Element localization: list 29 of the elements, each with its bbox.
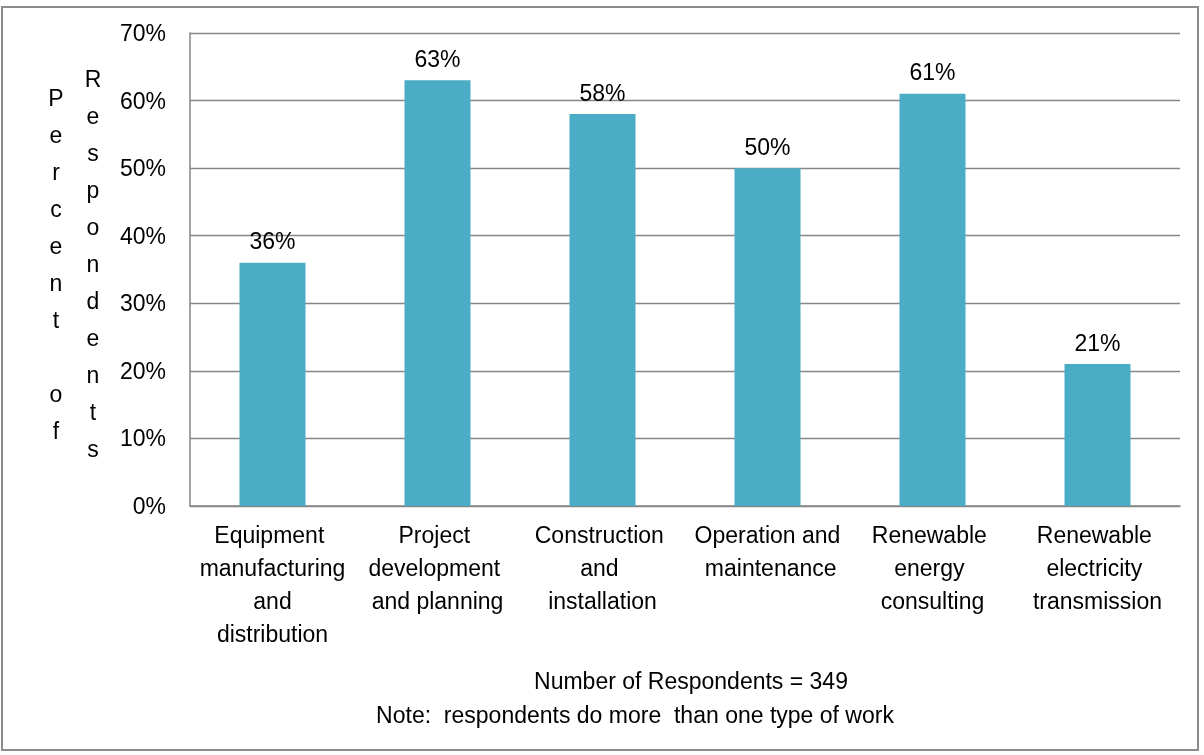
y-tick-label: 20% [119,357,166,384]
y-tick-label: 10% [119,425,166,452]
x-axis-title: Number of Respondents = 349 [534,668,848,694]
x-tick-label: Project development and planning [368,521,507,614]
y-axis-title: Percent of Respondents [42,65,107,475]
y-tick-label: 30% [119,290,166,317]
bar [1064,364,1131,506]
x-tick-label: Renewable electricity transmission [1032,521,1163,614]
y-tick-label: 0% [132,493,166,519]
data-label: 50% [744,133,791,160]
bar [404,80,471,506]
bar [569,114,636,506]
y-tick-label: 50% [119,155,166,182]
data-label: 63% [414,45,461,72]
data-label: 61% [909,59,956,86]
bar [734,168,801,506]
data-label: 58% [579,79,626,106]
data-label: 36% [249,228,296,255]
data-label: 21% [1074,329,1121,356]
x-tick-label: Construction and installation [534,521,671,614]
bar [899,93,966,506]
x-tick-label: Equipment manufacturing and distribution [199,521,346,647]
bar [239,262,306,506]
x-tick-label: Operation and maintenance [694,521,841,581]
y-tick-label: 40% [119,222,166,249]
y-tick-label: 60% [119,87,166,114]
text: Note: respondents do more than one type of work [376,702,895,728]
x-tick-label: Renewable energy consulting [871,521,994,614]
y-tick-label: 70% [119,20,166,46]
